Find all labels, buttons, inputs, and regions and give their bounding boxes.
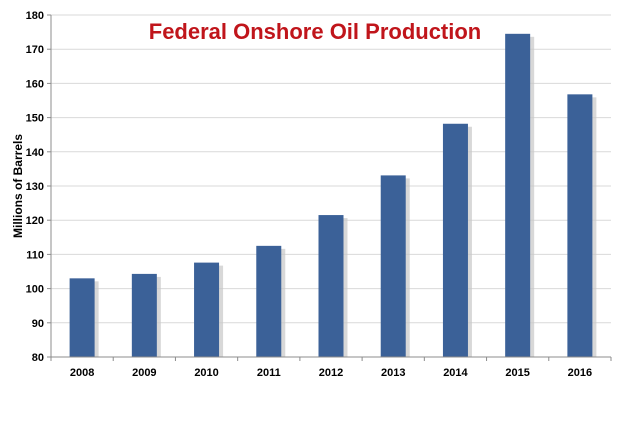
bars [69, 33, 593, 358]
x-tick-label: 2013 [381, 367, 405, 379]
chart-title: Federal Onshore Oil Production [149, 19, 482, 44]
bar-2011 [256, 245, 282, 357]
x-tick-label: 2016 [568, 367, 592, 379]
x-tick-label: 2015 [505, 367, 529, 379]
y-tick-label: 90 [32, 318, 44, 330]
axes [47, 14, 612, 361]
y-tick-label: 100 [26, 284, 44, 296]
x-tick-label: 2012 [319, 367, 343, 379]
y-tick-label: 150 [26, 113, 44, 125]
bar-2012 [318, 215, 344, 357]
y-axis-label: Millions of Barrels [11, 134, 25, 238]
y-tick-label: 120 [26, 215, 44, 227]
x-tick-label: 2011 [257, 367, 281, 379]
y-tick-label: 180 [26, 10, 44, 22]
y-tick-label: 160 [26, 78, 44, 90]
bar-2008 [69, 278, 95, 357]
y-tick-label: 80 [32, 352, 44, 364]
bar-2010 [194, 262, 220, 357]
bar-2013 [380, 175, 406, 357]
bar-2015 [505, 33, 531, 358]
x-tick-label: 2009 [132, 367, 156, 379]
y-tick-label: 130 [26, 181, 44, 193]
x-tick-label: 2014 [443, 367, 468, 379]
bar-2009 [131, 273, 157, 357]
y-tick-label: 140 [26, 147, 44, 159]
y-tick-label: 170 [26, 44, 44, 56]
tick-labels: 80 90 100 110 120 130 140 150 160 170 180 2008 2009 2… [26, 10, 592, 379]
y-tick-label: 110 [26, 249, 44, 261]
bar-2016 [567, 94, 593, 358]
bar-2014 [442, 123, 468, 357]
x-tick-label: 2010 [194, 367, 218, 379]
x-tick-label: 2008 [70, 367, 94, 379]
